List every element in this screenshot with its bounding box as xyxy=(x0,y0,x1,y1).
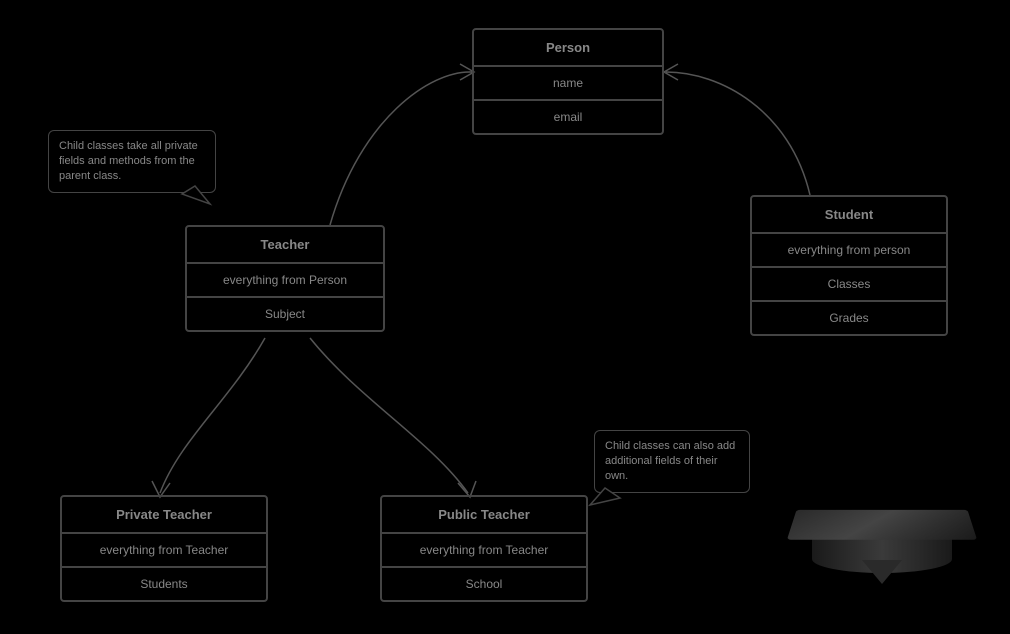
class-person: Person name email xyxy=(472,28,664,135)
class-student-field-2: Grades xyxy=(752,302,946,334)
edge-student-person xyxy=(666,72,810,195)
class-private-teacher-title: Private Teacher xyxy=(62,497,266,534)
class-student-field-0: everything from person xyxy=(752,234,946,268)
edge-teacher-private xyxy=(160,338,265,493)
class-student-field-1: Classes xyxy=(752,268,946,302)
class-private-teacher: Private Teacher everything from Teacher … xyxy=(60,495,268,602)
diagram-canvas: Person name email Teacher everything fro… xyxy=(0,0,1010,634)
class-person-title: Person xyxy=(474,30,662,67)
class-public-teacher-field-0: everything from Teacher xyxy=(382,534,586,568)
class-student-title: Student xyxy=(752,197,946,234)
class-person-field-0: name xyxy=(474,67,662,101)
graduation-cap-icon xyxy=(792,480,972,590)
class-public-teacher: Public Teacher everything from Teacher S… xyxy=(380,495,588,602)
class-teacher-field-0: everything from Person xyxy=(187,264,383,298)
callout-inherit-text: Child classes take all private fields an… xyxy=(59,140,198,182)
arrow-student-person xyxy=(664,64,678,80)
class-teacher-field-1: Subject xyxy=(187,298,383,330)
class-public-teacher-title: Public Teacher xyxy=(382,497,586,534)
cap-top xyxy=(787,510,977,540)
cap-tip xyxy=(862,560,902,584)
callout-inherit-note: Child classes take all private fields an… xyxy=(48,130,216,193)
callout-additional-text: Child classes can also add additional fi… xyxy=(605,440,735,482)
class-public-teacher-field-1: School xyxy=(382,568,586,600)
callout-additional-note: Child classes can also add additional fi… xyxy=(594,430,750,493)
class-person-field-1: email xyxy=(474,101,662,133)
edge-teacher-public xyxy=(310,338,468,493)
class-private-teacher-field-0: everything from Teacher xyxy=(62,534,266,568)
edge-teacher-person xyxy=(330,72,472,225)
class-private-teacher-field-1: Students xyxy=(62,568,266,600)
class-student: Student everything from person Classes G… xyxy=(750,195,948,336)
class-teacher: Teacher everything from Person Subject xyxy=(185,225,385,332)
class-teacher-title: Teacher xyxy=(187,227,383,264)
